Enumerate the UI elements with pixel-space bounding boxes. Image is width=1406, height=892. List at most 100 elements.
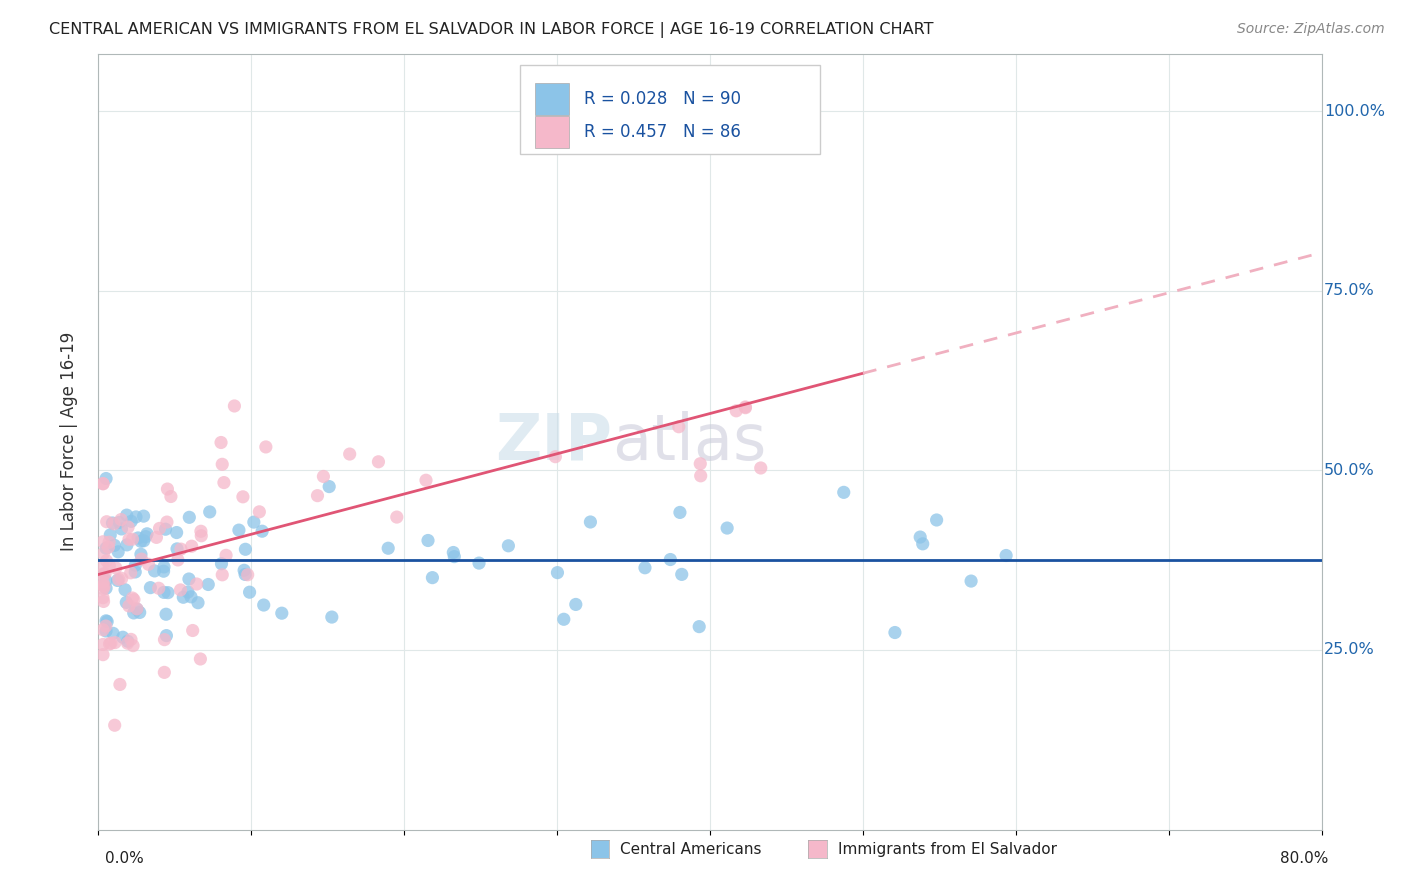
Point — [270, 606, 292, 620]
Text: Central Americans: Central Americans — [620, 842, 762, 856]
Point — [96, 554, 118, 568]
Point — [318, 480, 340, 494]
Point — [152, 564, 174, 578]
Point — [91, 637, 114, 651]
Point — [725, 404, 748, 418]
Point — [233, 567, 256, 582]
Point — [94, 614, 117, 628]
Point — [250, 524, 273, 539]
Point — [659, 552, 682, 566]
Text: 50.0%: 50.0% — [1324, 463, 1375, 478]
Point — [129, 547, 152, 561]
Point — [716, 521, 738, 535]
Point — [443, 549, 465, 564]
Point — [132, 509, 155, 524]
Point — [120, 514, 142, 528]
Point — [107, 545, 129, 559]
Point — [122, 592, 145, 607]
Y-axis label: In Labor Force | Age 16-19: In Labor Force | Age 16-19 — [59, 332, 77, 551]
Point — [634, 561, 657, 575]
Point — [98, 637, 121, 651]
Point — [122, 639, 145, 653]
Point — [339, 447, 361, 461]
Point — [254, 440, 277, 454]
Point — [212, 475, 235, 490]
Point — [91, 648, 114, 662]
Point — [209, 435, 232, 450]
Text: R = 0.028   N = 90: R = 0.028 N = 90 — [583, 90, 741, 108]
Point — [321, 610, 343, 624]
Point — [94, 471, 117, 485]
Point — [669, 505, 692, 519]
Point — [125, 602, 148, 616]
Point — [108, 516, 131, 530]
Point — [117, 636, 139, 650]
Point — [148, 521, 170, 535]
Point — [104, 635, 127, 649]
Point — [156, 585, 179, 599]
FancyBboxPatch shape — [536, 116, 569, 148]
Point — [115, 508, 138, 522]
Point — [995, 549, 1018, 563]
Point — [468, 556, 491, 570]
Point — [224, 399, 246, 413]
Point — [170, 542, 193, 557]
Point — [172, 591, 194, 605]
Point — [377, 541, 399, 556]
Point — [117, 520, 139, 534]
Point — [153, 665, 176, 680]
Point — [544, 450, 567, 464]
Point — [98, 558, 121, 573]
Point — [122, 606, 145, 620]
Point — [925, 513, 948, 527]
Text: 100.0%: 100.0% — [1324, 103, 1385, 119]
Point — [101, 626, 124, 640]
Point — [143, 564, 166, 578]
Point — [103, 538, 125, 552]
Point — [120, 566, 142, 580]
Point — [125, 602, 148, 616]
Point — [190, 524, 212, 539]
Point — [180, 539, 202, 553]
Point — [565, 598, 588, 612]
Point — [253, 598, 276, 612]
Point — [546, 566, 568, 580]
Point — [97, 540, 120, 554]
Point — [749, 461, 772, 475]
Point — [111, 630, 134, 644]
Point — [115, 595, 138, 609]
Text: 25.0%: 25.0% — [1324, 642, 1375, 657]
Point — [110, 522, 132, 536]
Point — [98, 528, 121, 542]
Point — [688, 620, 710, 634]
Point — [211, 557, 233, 571]
Point — [107, 574, 129, 588]
Point — [108, 677, 131, 691]
Point — [115, 538, 138, 552]
Point — [91, 582, 114, 596]
Point — [166, 525, 188, 540]
Point — [120, 632, 142, 647]
Point — [155, 607, 177, 622]
Point — [148, 581, 170, 595]
Point — [118, 599, 141, 613]
Text: atlas: atlas — [612, 410, 766, 473]
Point — [145, 530, 167, 544]
Point — [198, 505, 221, 519]
Point — [136, 526, 159, 541]
Text: 75.0%: 75.0% — [1324, 283, 1375, 298]
Point — [107, 573, 129, 587]
Point — [94, 619, 117, 633]
Point — [177, 585, 200, 599]
Point — [91, 534, 114, 549]
Point — [180, 590, 202, 604]
Point — [153, 560, 176, 574]
Text: 0.0%: 0.0% — [105, 851, 145, 865]
Text: ZIP: ZIP — [495, 410, 612, 473]
Point — [911, 537, 934, 551]
Point — [96, 615, 118, 629]
Point — [156, 482, 179, 496]
Text: Source: ZipAtlas.com: Source: ZipAtlas.com — [1237, 22, 1385, 37]
Point — [247, 505, 270, 519]
Point — [155, 629, 177, 643]
